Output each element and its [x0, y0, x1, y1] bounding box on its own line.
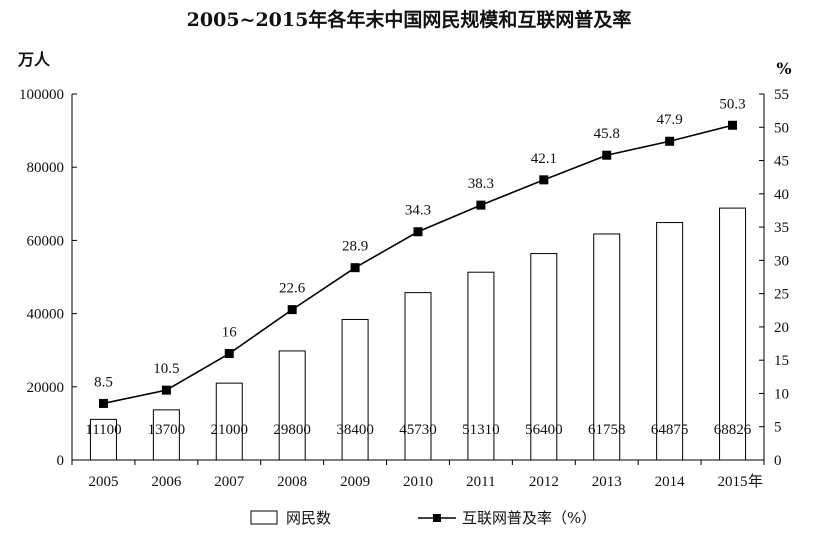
- bar: [404, 292, 432, 461]
- right-tick-label: 45: [774, 154, 789, 170]
- x-axis-label: 年: [748, 472, 763, 490]
- line-data-label: 45.8: [594, 126, 620, 142]
- x-tick-label: 2005: [88, 474, 118, 490]
- legend-line-marker: [433, 514, 441, 522]
- left-tick-label: 100000: [19, 87, 64, 103]
- line-point: [602, 150, 612, 160]
- line-data-label: 47.9: [657, 112, 683, 128]
- x-tick-label: 2010: [403, 474, 433, 490]
- right-tick-label: 40: [774, 187, 789, 203]
- left-tick-label: 60000: [27, 233, 65, 249]
- bar-data-label: 13700: [148, 422, 186, 438]
- chart-title: 2005~2015年各年末中国网民规模和互联网普及率: [187, 8, 632, 31]
- left-tick-label: 80000: [27, 160, 65, 176]
- bar-data-label: 64875: [651, 422, 689, 438]
- line-group: 8.5 10.5 16 22.6 28.9 34.3 38.3 42.1 45.8 47.9 50.…: [94, 96, 746, 408]
- line-point: [728, 120, 738, 130]
- bar: [152, 409, 180, 461]
- bar-data-label: 45730: [399, 422, 437, 438]
- x-tick-label: 2008: [277, 474, 307, 490]
- line-point: [287, 305, 297, 315]
- line-point: [98, 398, 108, 408]
- x-tick-label: 2014: [655, 474, 686, 490]
- left-tick-label: 0: [57, 453, 65, 469]
- left-tick-label: 20000: [27, 380, 65, 396]
- line-data-label: 38.3: [468, 176, 494, 192]
- bar: [89, 418, 117, 461]
- line-point: [350, 263, 360, 273]
- line-point: [476, 200, 486, 210]
- right-tick-label: 30: [774, 253, 789, 269]
- line-data-label: 16: [222, 325, 238, 341]
- right-tick-label: 0: [774, 453, 782, 469]
- right-tick-label: 10: [774, 386, 789, 402]
- right-tick-label: 50: [774, 120, 789, 136]
- legend-line-label: 互联网普及率（%）: [462, 509, 596, 527]
- bar: [656, 222, 684, 461]
- legend-bar-label: 网民数: [286, 509, 331, 527]
- bar-data-label: 29800: [273, 422, 311, 438]
- bar-group: 11100 13700 21000 29800 38400 45730 51310 56400…: [85, 207, 752, 461]
- right-tick-label: 5: [774, 420, 782, 436]
- bar-data-label: 21000: [211, 422, 249, 438]
- line-data-label: 42.1: [531, 151, 557, 167]
- right-tick-label: 15: [774, 353, 789, 369]
- bar-data-label: 68826: [714, 422, 752, 438]
- bar-data-label: 61758: [588, 422, 626, 438]
- x-tick-label: 2007: [214, 474, 245, 490]
- right-axis-label: %: [776, 59, 791, 78]
- bar-data-label: 11100: [85, 422, 121, 438]
- x-tick-label: 2011: [466, 474, 495, 490]
- line-data-label: 8.5: [94, 374, 113, 390]
- bar: [530, 253, 558, 461]
- bar-data-label: 38400: [336, 422, 374, 438]
- line-point: [161, 385, 171, 395]
- bar-data-label: 51310: [462, 422, 500, 438]
- legend-bar-swatch: [250, 510, 278, 525]
- bar: [341, 318, 369, 461]
- x-tick-label: 2013: [592, 474, 622, 490]
- line-point: [413, 227, 423, 237]
- left-axis-label: 万人: [17, 50, 51, 69]
- legend: 网民数 互联网普及率（%）: [250, 509, 596, 527]
- right-tick-label: 55: [774, 87, 789, 103]
- right-tick-label: 35: [774, 220, 789, 236]
- line-data-label: 34.3: [405, 203, 431, 219]
- line-data-label: 10.5: [153, 361, 179, 377]
- right-tick-label: 25: [774, 287, 789, 303]
- bar: [278, 350, 306, 461]
- line-point: [224, 349, 234, 359]
- x-tick-label: 2006: [151, 474, 182, 490]
- line-data-label: 50.3: [719, 96, 745, 112]
- left-tick-label: 40000: [27, 307, 65, 323]
- x-tick-label: 2009: [340, 474, 370, 490]
- line-data-label: 28.9: [342, 239, 368, 255]
- axes: 0 20000 40000 60000 80000 100000 0 5 10 15 20 25 30 3…: [19, 87, 789, 490]
- bar-data-label: 56400: [525, 422, 563, 438]
- line-point: [665, 136, 675, 146]
- line-point: [539, 175, 549, 185]
- right-tick-label: 20: [774, 320, 789, 336]
- x-tick-label: 2015: [718, 474, 748, 490]
- line-data-label: 22.6: [279, 281, 306, 297]
- x-tick-label: 2012: [529, 474, 559, 490]
